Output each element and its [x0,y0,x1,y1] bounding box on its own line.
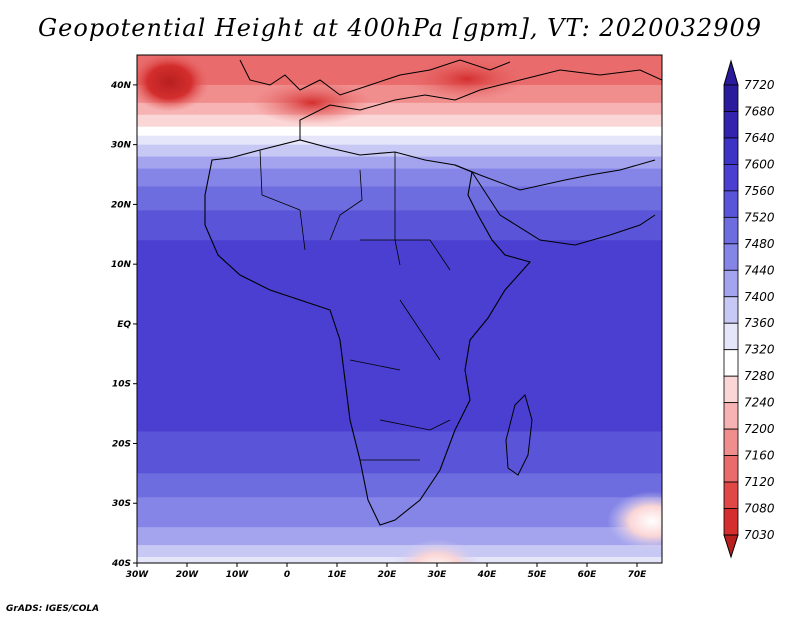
field-band [137,55,662,86]
colorbar-swatch [723,349,739,377]
field-band [137,114,662,128]
lon-tick-label: 50E [528,570,548,580]
field-band [137,527,662,546]
colorbar-label: 7280 [744,369,775,383]
lat-tick-label: EQ [117,320,131,330]
field-band [137,102,662,116]
latitude-ticks: 40N 30N 20N 10N EQ 10S 20S 30S 40S [110,81,137,569]
height-field [137,55,662,563]
colorbar-label: 7400 [744,290,775,304]
colorbar-top-arrow [723,59,739,86]
field-feature-trough-north-africa [252,80,372,125]
colorbar-label: 7680 [744,104,775,118]
colorbar-swatch [723,137,739,165]
lat-tick-label: 20S [112,439,131,449]
colorbar-swatch [723,164,739,192]
lon-tick-label: 20W [176,570,200,580]
field-feature-trough-turkey [407,56,527,101]
colorbar-label: 7600 [744,157,775,171]
field-band [137,473,662,498]
lon-tick-label: 0 [284,570,290,580]
coastline-outline [204,59,662,526]
colorbar-label: 7080 [744,502,775,516]
colorbar-swatch [723,296,739,324]
field-band [137,186,662,211]
field-band [137,156,662,170]
colorbar-label: 7200 [744,422,775,436]
colorbar-label: 7240 [744,396,775,410]
colorbar-swatch [723,216,739,245]
lat-tick-label: 40N [110,81,132,91]
colorbar-label: 7320 [744,343,775,357]
lat-tick-label: 10S [112,380,131,390]
field-band [137,144,662,158]
lon-tick-label: 30E [428,570,448,580]
colorbar-swatch [723,84,739,112]
colorbar-label: 7640 [744,131,775,145]
colorbar-swatch [723,322,739,351]
colorbar-label: 7520 [744,210,775,224]
lat-tick-label: 30S [112,499,131,509]
lon-tick-label: 30W [126,570,150,580]
lon-tick-label: 70E [628,570,648,580]
colorbar-label: 7360 [744,316,775,330]
colorbar-swatch [723,402,739,430]
lon-tick-label: 40E [477,570,498,580]
lat-tick-label: 10N [111,260,132,270]
credit-text: GrADS: IGES/COLA [6,604,100,614]
lat-tick-label: 20N [111,200,132,210]
map-title: Geopotential Height at 400hPa [gpm], VT:… [38,14,762,42]
field-feature-trough-south-atlantic [392,538,482,563]
lon-tick-label: 10E [328,570,348,580]
colorbar-swatch [723,190,739,218]
colorbar-label: 7120 [744,475,775,489]
colorbar-label: 7160 [744,449,775,463]
longitude-ticks: 30W 20W 10W 0 10E 20E 30E 40E 50E 60E 70E [126,563,647,580]
colorbar-bottom-arrow [723,534,739,559]
colorbar-swatch [723,243,739,271]
colorbar-label: 7440 [744,263,775,277]
field-band [137,545,662,558]
field-feature-low-west-mediterranean [137,55,210,112]
colorbar-swatch [723,269,739,298]
lat-tick-label: 30N [111,141,132,151]
colorbar-swatch [723,375,739,404]
colorbar-swatch [723,508,739,536]
field-band [137,135,662,146]
lon-tick-label: 20E [378,570,398,580]
lon-tick-label: 10W [226,570,250,580]
colorbar-label: 7720 [744,78,775,92]
field-feature-trough-south-indian [607,491,662,552]
colorbar-swatch [723,111,739,139]
colorbar-label: 7560 [744,184,775,198]
colorbar: 7720 7680 7640 7600 7560 7520 7480 7440 7400 7360… [723,59,775,559]
colorbar-swatch [723,481,739,509]
colorbar-swatch [723,428,739,456]
field-band [137,431,662,474]
field-band [137,210,662,241]
lat-tick-label: 40S [111,559,131,569]
colorbar-label: 7480 [744,237,775,251]
lon-tick-label: 60E [578,570,598,580]
colorbar-swatch [723,455,739,483]
field-band [137,497,662,528]
colorbar-label: 7030 [744,528,775,542]
field-band [137,84,662,104]
field-band [137,126,662,137]
field-band [137,240,662,433]
field-band [137,168,662,187]
